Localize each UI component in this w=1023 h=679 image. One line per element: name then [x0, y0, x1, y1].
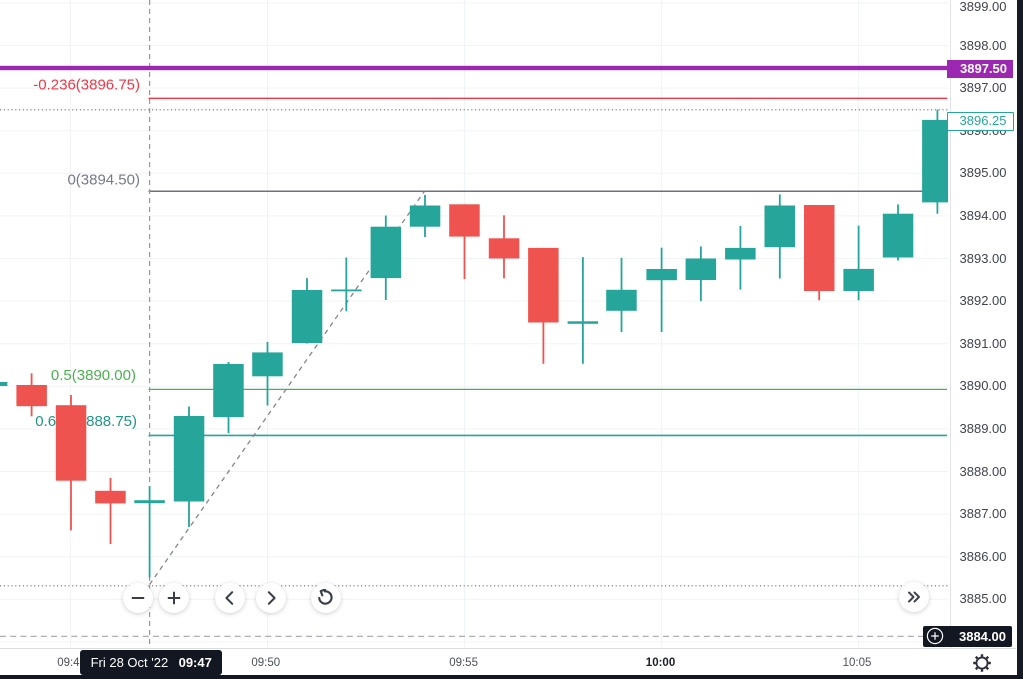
- svg-text:0.5(3890.00): 0.5(3890.00): [51, 367, 136, 384]
- svg-text:-0.236(3896.75): -0.236(3896.75): [33, 77, 140, 94]
- svg-text:0(3894.50): 0(3894.50): [67, 171, 140, 188]
